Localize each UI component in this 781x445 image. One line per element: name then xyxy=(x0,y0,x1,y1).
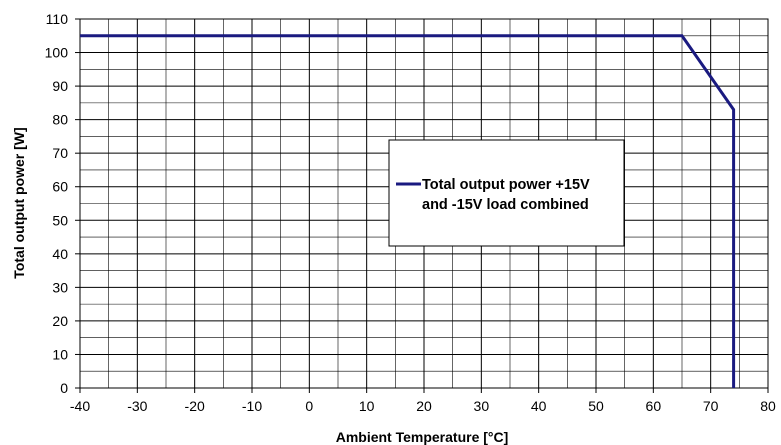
x-axis-ticks: -40 -30 -20 -10 0 10 20 30 40 50 60 70 80 xyxy=(70,388,776,414)
legend-label-line-1: Total output power +15V xyxy=(422,177,590,193)
y-tick-label: 30 xyxy=(52,279,68,295)
x-tick-label: 0 xyxy=(305,398,313,414)
y-tick-label: 70 xyxy=(52,145,68,161)
y-tick-label: 20 xyxy=(52,313,68,329)
legend-label-line-2: and -15V load combined xyxy=(422,197,589,213)
y-tick-label: 0 xyxy=(60,380,68,396)
legend: Total output power +15V and -15V load co… xyxy=(388,139,625,247)
y-tick-label: 10 xyxy=(52,346,68,362)
x-tick-label: 20 xyxy=(416,398,432,414)
series-line xyxy=(80,34,736,388)
x-tick-label: 70 xyxy=(703,398,719,414)
x-tick-label: -30 xyxy=(127,398,147,414)
y-axis-ticks: 0 10 20 30 40 50 60 70 80 90 100 110 xyxy=(45,11,80,396)
x-tick-label: 40 xyxy=(531,398,547,414)
y-tick-label: 80 xyxy=(52,112,68,128)
y-tick-label: 50 xyxy=(52,212,68,228)
y-tick-label: 90 xyxy=(52,78,68,94)
legend-box xyxy=(388,139,625,247)
y-tick-label: 100 xyxy=(45,45,69,61)
x-tick-label: -40 xyxy=(70,398,90,414)
y-axis-title: Total output power [W] xyxy=(11,127,27,278)
x-tick-label: -20 xyxy=(185,398,205,414)
x-tick-label: 10 xyxy=(359,398,375,414)
x-tick-label: 50 xyxy=(588,398,604,414)
y-tick-label: 110 xyxy=(46,11,69,27)
y-tick-label: 40 xyxy=(52,246,68,262)
series-layer xyxy=(80,34,736,388)
x-tick-label: 60 xyxy=(646,398,662,414)
x-tick-label: 80 xyxy=(760,398,776,414)
x-tick-label: 30 xyxy=(474,398,490,414)
x-tick-label: -10 xyxy=(242,398,262,414)
x-axis-title: Ambient Temperature [°C] xyxy=(336,429,509,445)
y-tick-label: 60 xyxy=(52,179,68,195)
